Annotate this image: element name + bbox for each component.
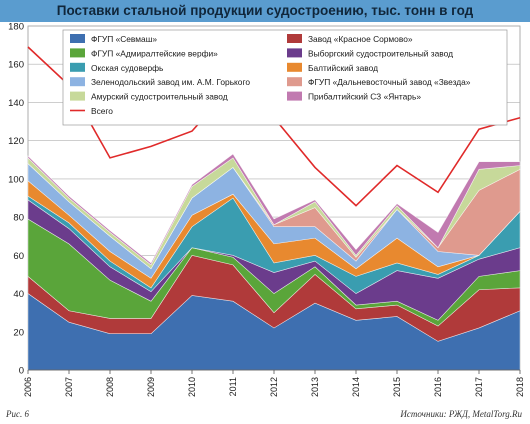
legend-label-6: Балтийский завод (308, 63, 378, 73)
x-tick-label-2009: 2009 (146, 377, 156, 397)
x-tick-label-2011: 2011 (228, 377, 238, 396)
x-tick-label-2010: 2010 (187, 377, 197, 397)
legend-swatch-8 (287, 77, 302, 87)
source-note: Источники: РЖД, MetalTorg.Ru (400, 409, 522, 419)
y-tick-label-40: 40 (13, 289, 24, 300)
y-tick-label-80: 80 (13, 213, 24, 224)
legend-label-9: Амурский судостроительный завод (91, 92, 228, 102)
x-tick-label-2017: 2017 (474, 377, 484, 397)
legend-swatch-3 (70, 48, 85, 58)
x-tick-label-2014: 2014 (351, 377, 361, 397)
x-tick-label-2015: 2015 (392, 377, 402, 397)
y-tick-label-160: 160 (8, 60, 24, 71)
legend-swatch-1 (70, 34, 85, 43)
legend-box (62, 29, 508, 126)
legend-swatch-5 (70, 62, 85, 72)
area-series-10 (27, 153, 521, 266)
axes: 0 20 40 60 80 100 120 140 160 180 2006 2007 2008 2009… (8, 22, 525, 398)
legend-label-4: Выборгский судостроительный завод (308, 48, 453, 58)
legend-swatch-10 (287, 91, 302, 101)
chart-title: Поставки стальной продукции судостроению… (0, 0, 530, 22)
legend-swatch-4 (287, 48, 302, 58)
legend-label-1: ФГУП «Севмаш» (91, 34, 157, 44)
x-tick-label-2012: 2012 (269, 377, 279, 397)
x-tick-label-2008: 2008 (105, 377, 115, 397)
x-tick-label-2006: 2006 (23, 377, 33, 397)
legend-swatch-6 (287, 62, 302, 72)
legend-label-3: ФГУП «Адмиралтейские верфи» (91, 48, 218, 58)
y-tick-label-60: 60 (13, 251, 24, 262)
legend-label-5: Окская судоверфь (91, 63, 164, 73)
x-tick-label-2013: 2013 (310, 377, 320, 397)
legend: ФГУП «Севмаш» Завод «Красное Сормово» ФГУП… (62, 29, 508, 126)
legend-label-8: ФГУП «Дальневосточный завод «Звезда» (308, 77, 471, 87)
legend-swatch-2 (287, 34, 302, 43)
x-tick-label-2016: 2016 (433, 377, 443, 397)
y-tick-label-100: 100 (8, 174, 24, 185)
x-tick-label-2007: 2007 (64, 377, 74, 397)
y-tick-label-180: 180 (8, 22, 24, 33)
y-tick-label-0: 0 (19, 366, 24, 377)
legend-label-11: Всего (91, 106, 113, 116)
y-tick-label-20: 20 (13, 327, 24, 338)
legend-swatch-7 (70, 77, 85, 87)
y-tick-label-120: 120 (8, 136, 24, 147)
legend-swatch-9 (70, 91, 85, 101)
figure-number: Рис. 6 (6, 409, 29, 419)
legend-label-2: Завод «Красное Сормово» (308, 34, 413, 44)
legend-label-7: Зеленодольский завод им. А.М. Горького (91, 77, 250, 87)
x-tick-label-2018: 2018 (515, 377, 525, 397)
legend-label-10: Прибалтийский СЗ «Янтарь» (308, 92, 421, 102)
y-tick-label-140: 140 (8, 98, 24, 109)
stacked-areas (27, 153, 521, 371)
